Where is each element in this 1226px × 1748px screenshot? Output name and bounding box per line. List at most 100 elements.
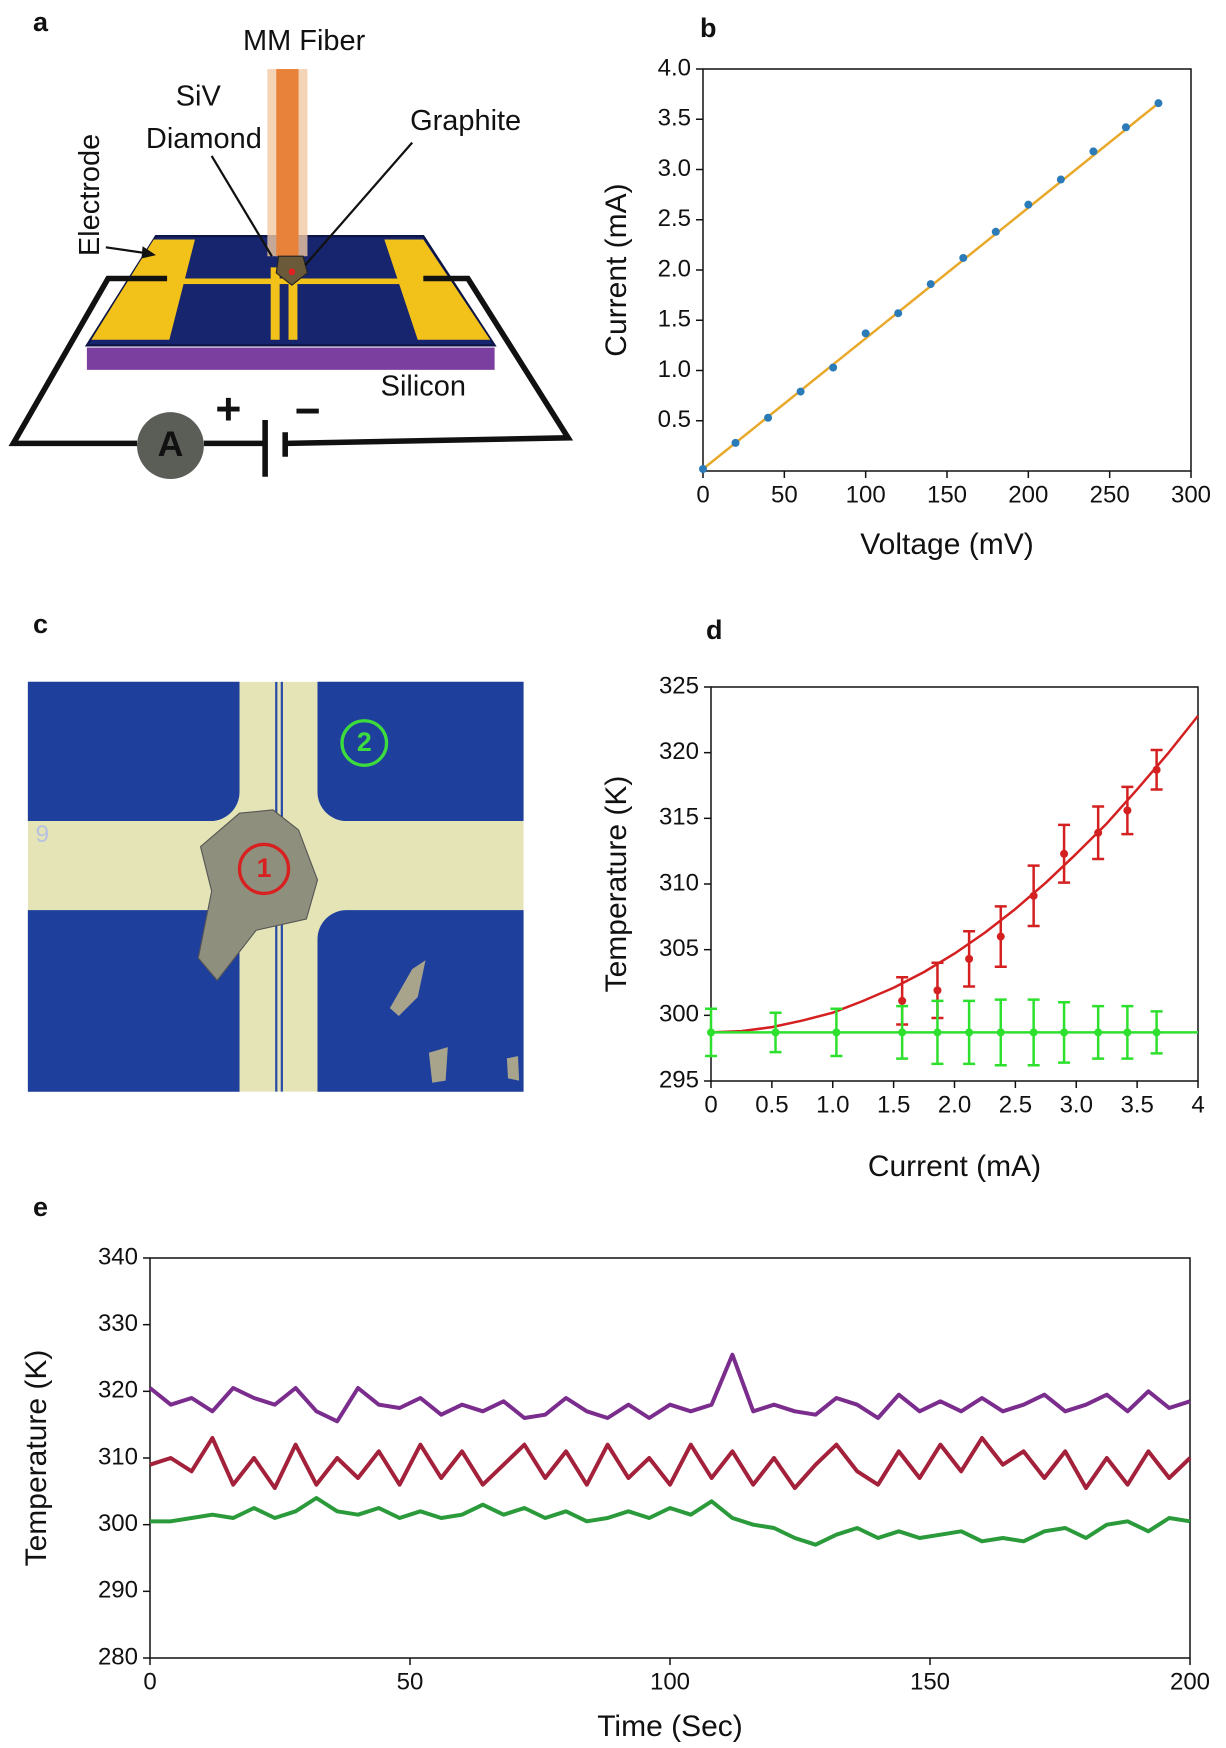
wire <box>8 275 168 447</box>
data-point <box>731 438 740 447</box>
substrate-region <box>317 681 524 822</box>
panel-label: c <box>33 609 48 639</box>
marker-label: 2 <box>357 727 372 757</box>
y-tick-label: 320 <box>659 738 699 765</box>
y-tick-label: 290 <box>98 1577 138 1604</box>
x-tick-label: 1.0 <box>816 1091 849 1118</box>
panel-label: a <box>33 7 49 37</box>
panel-label: b <box>700 13 717 43</box>
data-point <box>996 932 1005 941</box>
marker-circle <box>237 842 291 896</box>
y-tick-label: 300 <box>659 1001 699 1028</box>
y-tick-label: 2.5 <box>658 205 691 232</box>
y-tick-label: 1.0 <box>658 356 691 383</box>
data-point <box>991 227 1000 236</box>
minus-sign: − <box>294 387 320 436</box>
data-point <box>1152 1028 1161 1037</box>
pointer <box>210 155 273 257</box>
data-point <box>933 986 942 995</box>
marker-label: 1 <box>257 853 272 883</box>
device-diagram: A + − MM Fiber SiV Diamond Graphite Elec… <box>8 25 574 480</box>
marker-circle <box>340 719 389 767</box>
arrow-head <box>141 246 156 259</box>
plot-frame <box>149 1257 1191 1659</box>
siv-spot <box>288 268 296 276</box>
diagram-label: SiV <box>176 81 222 113</box>
pointer <box>304 141 414 266</box>
y-tick-label: 0.5 <box>658 406 691 433</box>
x-tick-label: 2.5 <box>999 1091 1032 1118</box>
y-tick-label: 4.0 <box>658 54 691 81</box>
y-tick-label: 300 <box>98 1510 138 1537</box>
data-point <box>1123 1028 1132 1037</box>
diagram-label: Graphite <box>410 105 521 137</box>
chip-number: 9 <box>36 821 50 848</box>
x-tick-label: 100 <box>650 1668 690 1695</box>
data-point <box>1056 175 1065 184</box>
x-tick-label: 0 <box>696 481 709 508</box>
data-point <box>898 996 907 1005</box>
data-point <box>933 1028 942 1037</box>
data-point <box>965 954 974 963</box>
data-point <box>1029 1028 1038 1037</box>
x-tick-label: 50 <box>397 1668 424 1695</box>
data-point <box>796 387 805 396</box>
data-point <box>861 329 870 338</box>
ammeter <box>137 412 204 480</box>
fiber-core <box>276 69 299 257</box>
plus-sign: + <box>215 385 241 434</box>
data-line <box>150 1496 1191 1547</box>
data-point <box>996 1028 1005 1037</box>
x-tick-label: 3.0 <box>1060 1091 1093 1118</box>
panel-label: e <box>33 1192 48 1222</box>
y-tick-label: 280 <box>98 1643 138 1670</box>
x-tick-label: 250 <box>1090 481 1130 508</box>
data-point <box>1060 1028 1069 1037</box>
electrode <box>91 239 195 340</box>
substrate-region <box>27 910 240 1092</box>
y-tick-label: 3.0 <box>658 155 691 182</box>
data-line <box>149 1436 1192 1490</box>
x-tick-label: 150 <box>927 481 967 508</box>
ammeter-label: A <box>158 424 184 464</box>
data-point <box>959 253 968 262</box>
x-tick-label: 3.5 <box>1120 1091 1153 1118</box>
x-tick-label: 2.0 <box>938 1091 971 1118</box>
data-point <box>1094 1028 1103 1037</box>
y-axis-title: Temperature (K) <box>600 776 633 993</box>
x-axis-title: Time (Sec) <box>597 1710 743 1743</box>
data-point <box>1123 806 1132 815</box>
data-point <box>707 1028 715 1037</box>
graphite-flake <box>197 809 319 982</box>
data-point <box>965 1028 974 1037</box>
micrograph: 1 2 9 <box>27 681 524 1092</box>
y-tick-label: 330 <box>98 1310 138 1337</box>
substrate-region <box>27 681 240 822</box>
data-point <box>1029 891 1038 900</box>
diagram-label: Electrode <box>74 134 106 256</box>
diagram-label: MM Fiber <box>243 25 366 57</box>
data-point <box>1060 849 1069 858</box>
x-tick-label: 0 <box>143 1668 156 1695</box>
y-axis-title: Temperature (K) <box>20 1350 53 1567</box>
y-tick-label: 310 <box>659 869 699 896</box>
y-tick-label: 295 <box>659 1066 699 1093</box>
wire <box>287 275 574 447</box>
y-tick-label: 305 <box>659 935 699 962</box>
data-line <box>148 1352 1191 1424</box>
data-point <box>832 1028 841 1037</box>
data-point <box>764 413 773 422</box>
data-point <box>1094 828 1103 837</box>
x-tick-label: 150 <box>910 1668 950 1695</box>
substrate-region <box>317 910 524 1092</box>
y-tick-label: 315 <box>659 804 699 831</box>
charts: 0 50 100 150 200 250 3000.51.01.52.02.53.03.54… <box>20 54 1211 1743</box>
flake <box>389 960 426 1016</box>
x-tick-label: 1.5 <box>877 1091 910 1118</box>
silicon-layer <box>86 347 495 370</box>
x-axis-title: Current (mA) <box>868 1150 1041 1183</box>
plot-frame <box>710 686 1199 1082</box>
y-tick-label: 325 <box>659 672 699 699</box>
electrode <box>384 239 491 340</box>
